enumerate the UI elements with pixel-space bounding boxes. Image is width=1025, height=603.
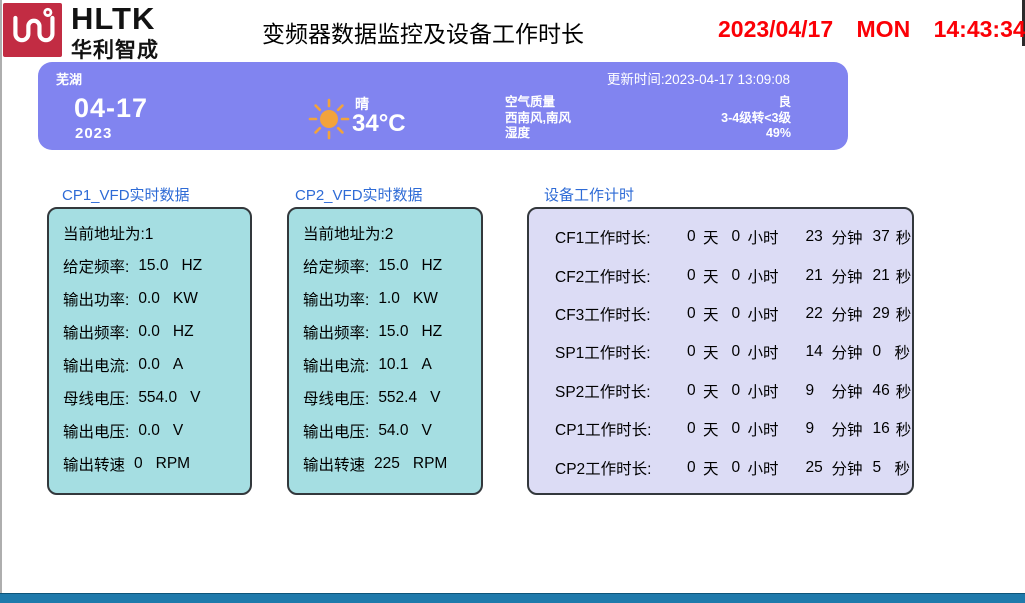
vfd1-row-setfreq: 给定频率: 15.0 HZ <box>63 256 203 276</box>
vfd1-row-current: 输出电流: 0.0 A <box>63 355 184 375</box>
time-text: 14:43:34 <box>933 16 1025 42</box>
weather-detail-row: 湿度 49% <box>505 126 791 142</box>
datetime: 2023/04/17 MON 14:43:34 <box>718 16 1025 43</box>
sun-icon <box>308 98 350 140</box>
weather-detail-row: 西南风,南风 3-4级转<3级 <box>505 111 791 127</box>
weather-temperature: 34°C <box>352 110 406 137</box>
vfd1-row-outvolt: 输出电压: 0.0 V <box>63 421 184 441</box>
timer-panel-title: 设备工作计时 <box>544 187 635 204</box>
bottom-edge-bar <box>0 593 1025 603</box>
air-quality-label: 空气质量 <box>505 95 556 109</box>
vfd2-row-setfreq: 给定频率: 15.0 HZ <box>303 256 443 276</box>
wind-value: 3-4级转<3级 <box>721 110 791 125</box>
weather-details: 空气质量 良 西南风,南风 3-4级转<3级 湿度 49% <box>505 95 791 142</box>
right-edge-mark <box>1022 0 1025 46</box>
vfd2-panel: 当前地址为:2 给定频率: 15.0 HZ 输出功率: 1.0 KW 输出频率:… <box>287 207 483 495</box>
logo-name: 华利智成 <box>71 39 159 62</box>
date-text: 2023/04/17 <box>718 16 834 42</box>
weather-city: 芜湖 <box>56 72 83 87</box>
wave-logo-icon <box>12 7 55 43</box>
weather-condition: 晴 <box>355 96 369 112</box>
humidity-value: 49% <box>765 126 791 140</box>
vfd2-panel-title: CP2_VFD实时数据 <box>295 187 423 204</box>
weather-bar: 芜湖 更新时间:2023-04-17 13:09:08 04-17 2023 晴… <box>38 62 848 150</box>
vfd1-row-speed: 输出转速 0 RPM <box>63 454 191 474</box>
vfd2-address: 当前地址为:2 <box>303 225 394 243</box>
left-edge-line <box>0 0 2 594</box>
vfd1-row-busvolt: 母线电压: 554.0 V <box>63 388 201 408</box>
weather-date: 04-17 <box>74 93 149 123</box>
air-quality-value: 良 <box>778 95 791 109</box>
vfd2-row-busvolt: 母线电压: 552.4 V <box>303 388 441 408</box>
weather-detail-row: 空气质量 良 <box>505 95 791 111</box>
vfd2-row-speed: 输出转速 225 RPM <box>303 454 448 474</box>
weekday-text: MON <box>856 16 911 42</box>
vfd1-address: 当前地址为:1 <box>63 225 154 243</box>
page-title: 变频器数据监控及设备工作时长 <box>262 21 584 47</box>
weather-update-time: 更新时间:2023-04-17 13:09:08 <box>606 72 790 87</box>
wind-label: 西南风,南风 <box>505 110 571 125</box>
vfd1-row-outfreq: 输出频率: 0.0 HZ <box>63 322 194 342</box>
vfd2-row-outfreq: 输出频率: 15.0 HZ <box>303 322 443 342</box>
vfd2-row-outvolt: 输出电压: 54.0 V <box>303 421 432 441</box>
logo-abbr: HLTK <box>71 1 156 36</box>
vfd2-row-current: 输出电流: 10.1 A <box>303 355 432 375</box>
vfd1-panel-title: CP1_VFD实时数据 <box>62 187 190 204</box>
weather-year: 2023 <box>75 125 113 142</box>
humidity-label: 湿度 <box>505 126 531 140</box>
vfd1-row-power: 输出功率: 0.0 KW <box>63 289 198 309</box>
vfd1-panel: 当前地址为:1 给定频率: 15.0 HZ 输出功率: 0.0 KW 输出频率:… <box>47 207 252 495</box>
company-logo <box>3 3 62 57</box>
vfd2-row-power: 输出功率: 1.0 KW <box>303 289 438 309</box>
